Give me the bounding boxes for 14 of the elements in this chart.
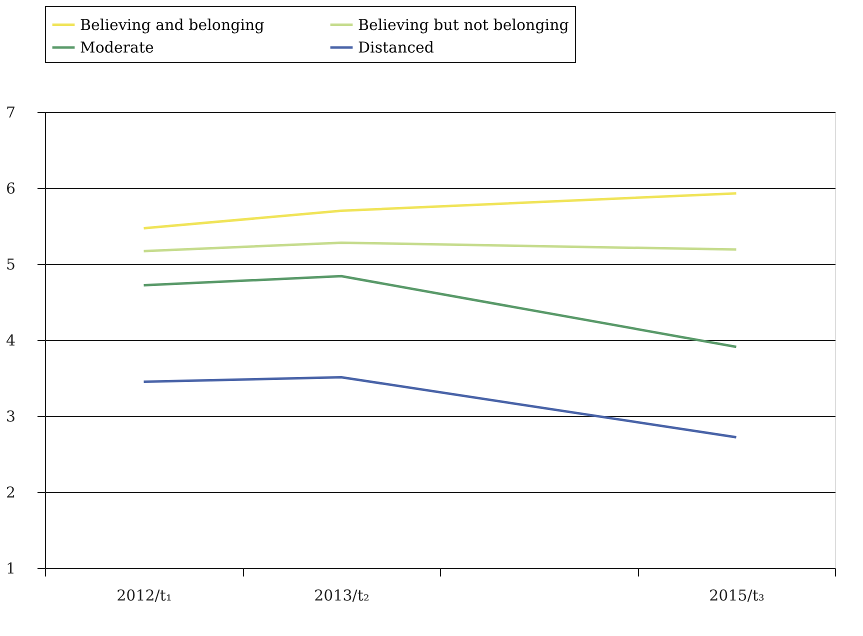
legend-label: Believing but not belonging (358, 16, 570, 34)
legend-label: Distanced (358, 38, 434, 56)
legend-label: Moderate (80, 38, 154, 56)
y-tick-label: 3 (6, 408, 16, 426)
y-tick-label: 6 (6, 180, 16, 198)
y-tick-label: 1 (6, 560, 16, 578)
x-tick-label: 2012/t₁ (116, 586, 172, 604)
x-tick-label: 2015/t₃ (709, 586, 764, 604)
y-tick-label: 7 (6, 104, 16, 122)
x-tick-label: 2013/t₂ (314, 586, 370, 604)
y-tick-label: 2 (6, 484, 16, 502)
legend-label: Believing and belonging (80, 16, 265, 34)
y-tick-label: 4 (6, 332, 16, 350)
y-tick-label: 5 (6, 256, 16, 274)
